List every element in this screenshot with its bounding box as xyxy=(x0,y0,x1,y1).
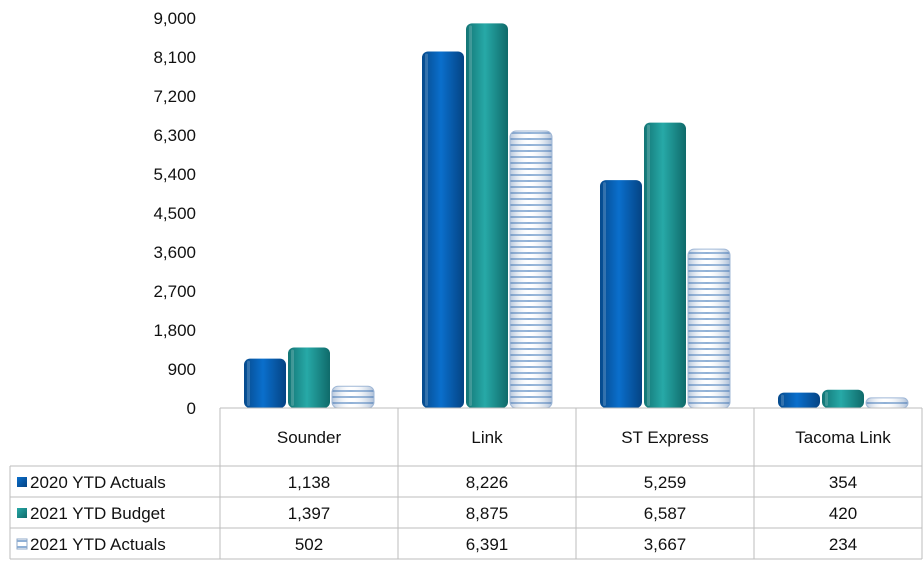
bar-0-3 xyxy=(778,392,820,408)
data-label: 8,875 xyxy=(466,504,509,523)
bar-highlight xyxy=(603,182,606,406)
bar-1-0 xyxy=(288,347,330,408)
bar xyxy=(244,358,286,408)
category-label-text: Tacoma Link xyxy=(795,428,891,447)
y-tick-label: 9,000 xyxy=(153,9,196,28)
bar xyxy=(822,389,864,408)
bar xyxy=(600,180,642,408)
data-label: 1,397 xyxy=(288,504,331,523)
category-label-text: Sounder xyxy=(277,428,342,447)
category-label-text: Link xyxy=(471,428,503,447)
data-label: 6,587 xyxy=(644,504,687,523)
bar xyxy=(778,392,820,408)
bar-0-1 xyxy=(422,51,464,408)
category-label: Link xyxy=(471,428,503,447)
category-label-text: ST Express xyxy=(621,428,709,447)
bar-highlight xyxy=(781,394,784,406)
bar-2-1 xyxy=(509,130,553,409)
bar-1-1 xyxy=(466,23,508,409)
y-axis: 0 900 1,800 2,700 3,600 4,500 5,400 6,300 7,200 8… xyxy=(153,9,196,418)
bar-highlight xyxy=(247,360,250,406)
bar-highlight xyxy=(425,53,428,406)
data-label: 234 xyxy=(829,535,857,554)
data-table: Sounder Link ST Express Tacoma Link 2020 YTD… xyxy=(9,407,923,560)
bar-shade xyxy=(687,248,731,409)
data-label: 420 xyxy=(829,504,857,523)
data-label: 1,138 xyxy=(288,473,331,492)
data-label: 5,259 xyxy=(644,473,687,492)
data-label: 502 xyxy=(295,535,323,554)
series-name: 2021 YTD Budget xyxy=(30,504,165,523)
category-label: Tacoma Link xyxy=(795,428,891,447)
bars xyxy=(244,23,909,409)
bar-2-2 xyxy=(687,248,731,409)
y-tick-label: 2,700 xyxy=(153,282,196,301)
series-name: 2021 YTD Actuals xyxy=(30,535,166,554)
bar-highlight xyxy=(825,391,828,406)
data-label: 8,226 xyxy=(466,473,509,492)
bar-2-3 xyxy=(865,397,909,409)
bar-1-2 xyxy=(644,122,686,409)
bar-shade xyxy=(865,397,909,409)
bar-0-0 xyxy=(244,358,286,408)
y-tick-label: 7,200 xyxy=(153,87,196,106)
bar xyxy=(422,51,464,408)
data-label: 354 xyxy=(829,473,857,492)
y-tick-label: 8,100 xyxy=(153,48,196,67)
y-tick-label: 1,800 xyxy=(153,321,196,340)
bar-0-2 xyxy=(600,180,642,408)
y-tick-label: 4,500 xyxy=(153,204,196,223)
bar-highlight xyxy=(469,25,472,407)
y-tick-label: 5,400 xyxy=(153,165,196,184)
bar xyxy=(466,23,508,409)
bar-highlight xyxy=(291,349,294,406)
bar-1-3 xyxy=(822,389,864,408)
category-label: ST Express xyxy=(621,428,709,447)
y-tick-label: 6,300 xyxy=(153,126,196,145)
data-label: 3,667 xyxy=(644,535,687,554)
bar xyxy=(288,347,330,408)
bar-shade xyxy=(509,130,553,409)
legend-key xyxy=(16,538,28,550)
bar-highlight xyxy=(647,124,650,407)
category-label: Sounder xyxy=(277,428,342,447)
bar-shade xyxy=(331,385,375,409)
series-name: 2020 YTD Actuals xyxy=(30,473,166,492)
legend-key xyxy=(17,477,27,487)
legend-key xyxy=(17,508,27,518)
bar-2-0 xyxy=(331,385,375,409)
y-tick-label: 3,600 xyxy=(153,243,196,262)
data-label: 6,391 xyxy=(466,535,509,554)
y-tick-label: 0 xyxy=(187,399,196,418)
y-tick-label: 900 xyxy=(168,360,196,379)
bar xyxy=(644,122,686,409)
